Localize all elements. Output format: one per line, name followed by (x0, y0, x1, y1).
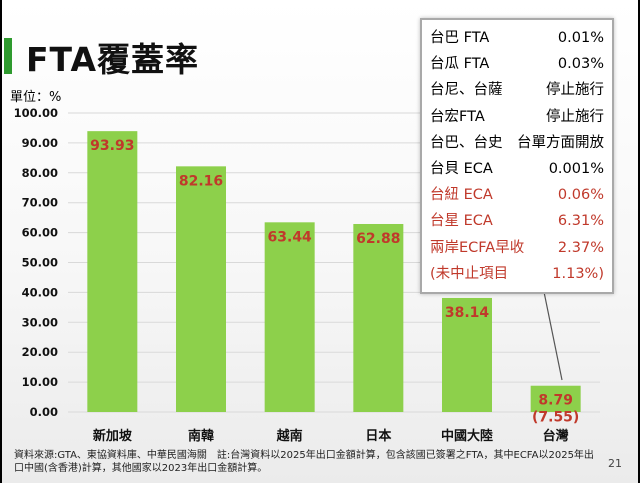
info-row: 兩岸ECFA早收 2.37% (430, 235, 604, 261)
x-tick-label: 台灣 (543, 428, 569, 444)
x-tick-label: 中國大陸 (441, 428, 493, 444)
data-label: 62.88 (356, 231, 400, 247)
info-row: (未中止項目 1.13%) (430, 261, 604, 287)
x-tick-label: 越南 (276, 428, 303, 444)
data-label: 63.44 (268, 229, 313, 245)
callout-line (542, 286, 563, 381)
y-tick-label: 30.00 (22, 315, 58, 329)
source-note: 資料來源:GTA、東協資料庫、中華民國海關 註:台灣資料以2025年出口金額計算… (14, 450, 594, 474)
data-label: 82.16 (179, 173, 223, 189)
y-tick-label: 90.00 (22, 136, 58, 150)
bar (530, 385, 581, 412)
data-label: 93.93 (90, 138, 134, 154)
y-tick-label: 40.00 (22, 285, 58, 299)
unit-label: 單位：% (10, 90, 62, 105)
info-row-value: 1.13%) (552, 265, 604, 282)
data-label: 8.79 (538, 393, 573, 409)
chart-bars (87, 131, 581, 413)
info-row: 台紐 ECA 0.06% (430, 182, 604, 208)
info-row-label: 台星 ECA (430, 213, 493, 230)
data-label-secondary: (7.55) (532, 410, 579, 426)
info-row: 台貝 ECA 0.001% (430, 156, 604, 182)
chart-value-labels: 93.93 82.16 63.44 62.88 38.14 8.79(7.55) (90, 138, 579, 426)
info-row-label: 台貝 ECA (430, 161, 493, 177)
info-row-value: 0.01% (557, 30, 604, 46)
info-row-value: 停止施行 (546, 108, 604, 125)
info-row: 台宏FTA 停止施行 (430, 104, 604, 130)
info-row-value: 台單方面開放 (517, 134, 604, 151)
x-tick-label: 日本 (365, 428, 391, 444)
bar (353, 223, 404, 412)
info-row-value: 0.001% (548, 161, 604, 177)
info-row-label: 台尼、台薩 (430, 82, 503, 99)
y-tick-label: 80.00 (22, 166, 58, 180)
bar (442, 297, 492, 412)
y-tick-label: 20.00 (22, 345, 58, 359)
y-tick-label: 100.00 (14, 106, 58, 120)
info-row-label: 台巴、台史 (430, 134, 503, 151)
info-row: 台巴、台史 台單方面開放 (430, 130, 604, 156)
y-tick-label: 60.00 (22, 226, 58, 240)
bar (87, 131, 138, 413)
info-row-value: 0.03% (557, 56, 604, 73)
info-row-label: 台巴 FTA (430, 30, 490, 46)
info-row: 台尼、台薩 停止施行 (430, 77, 604, 103)
info-row-label: 台瓜 FTA (430, 56, 490, 73)
page-number: 21 (608, 457, 622, 470)
info-row-value: 2.37% (557, 239, 604, 256)
bar (264, 222, 315, 412)
y-tick-label: 50.00 (22, 256, 58, 270)
info-row-label: 兩岸ECFA早收 (430, 239, 525, 256)
info-row: 台巴 FTA 0.01% (430, 25, 604, 51)
info-row-value: 停止施行 (546, 82, 604, 99)
info-row-value: 6.31% (557, 213, 604, 230)
y-axis-ticks: 0.00 10.00 20.00 30.00 40.00 50.00 60.00 70.00 8… (14, 106, 58, 419)
bar (176, 166, 226, 412)
slide-title: FTA覆蓋率 (26, 40, 200, 79)
y-tick-label: 0.00 (30, 405, 58, 419)
data-label: 38.14 (445, 305, 490, 321)
info-row-label: 台紐 ECA (430, 187, 493, 204)
title-accent-bar (4, 38, 12, 74)
x-tick-label: 新加坡 (93, 428, 133, 444)
y-tick-label: 10.00 (22, 375, 58, 389)
info-row-value: 0.06% (557, 187, 604, 204)
info-row: 台瓜 FTA 0.03% (430, 51, 604, 77)
info-row-label: (未中止項目 (430, 265, 509, 282)
info-row: 台星 ECA 6.31% (430, 208, 604, 234)
x-axis-ticks: 新加坡 南韓 越南 日本 中國大陸 台灣 (93, 428, 569, 444)
fta-info-box: 台巴 FTA 0.01% 台瓜 FTA 0.03% 台尼、台薩 停止施行 台宏FTA 停止施行… (420, 18, 614, 294)
x-tick-label: 南韓 (188, 428, 214, 444)
info-row-label: 台宏FTA (430, 108, 485, 125)
y-tick-label: 70.00 (22, 196, 58, 210)
